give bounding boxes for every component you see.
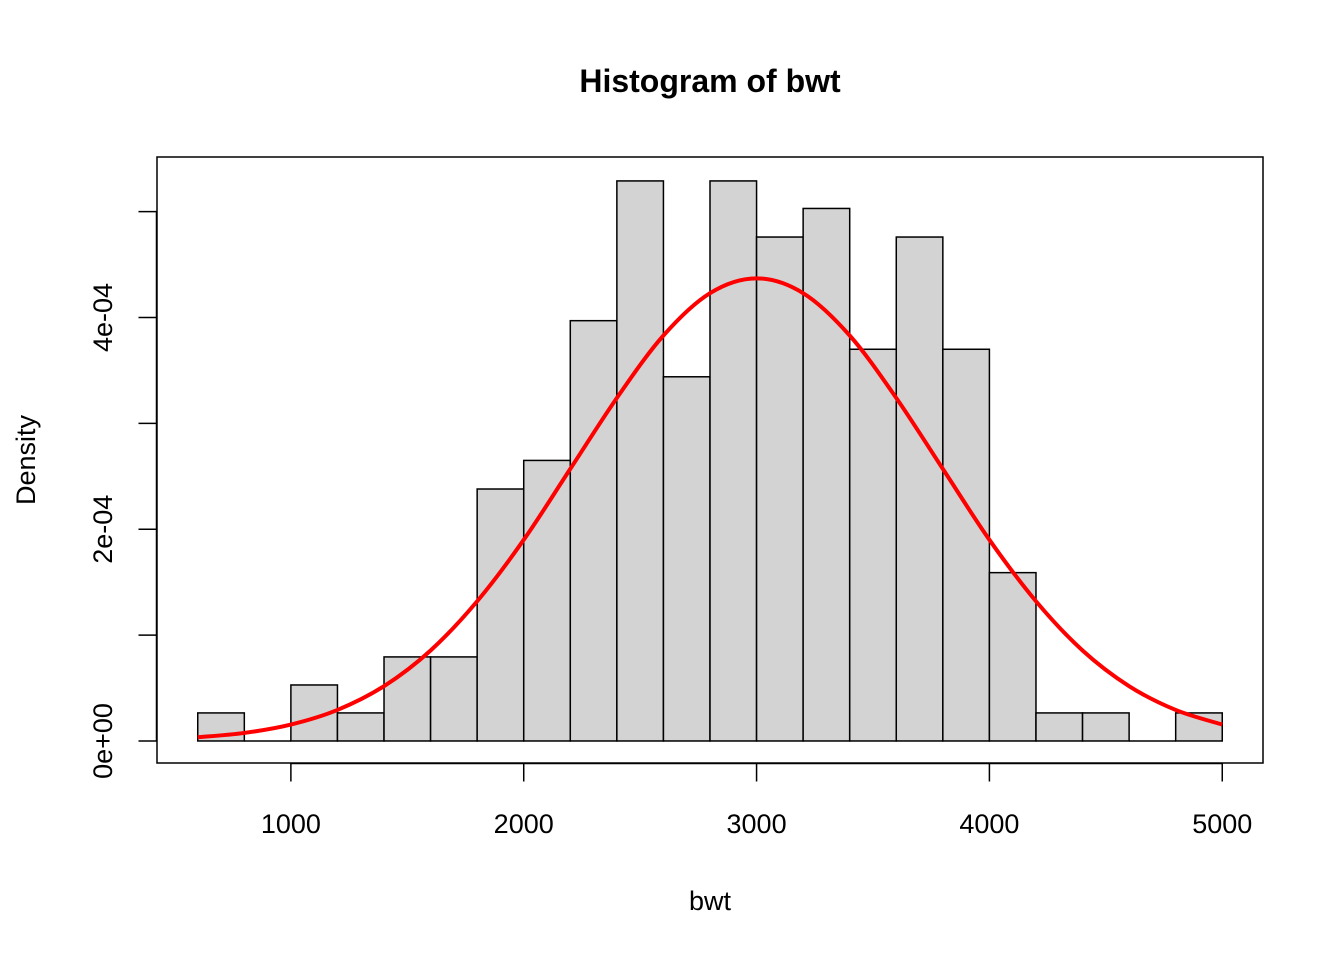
histogram-bar <box>616 180 665 742</box>
histogram-bar <box>942 348 991 742</box>
y-axis-title: Density <box>11 414 41 505</box>
histogram-bar <box>662 376 711 742</box>
histogram-bar <box>569 319 618 742</box>
y-tick-label: 2e-04 <box>88 495 118 564</box>
y-tick-label: 4e-04 <box>88 283 118 352</box>
density-curve <box>197 276 1223 740</box>
x-tick-label: 1000 <box>261 809 321 839</box>
histogram-bar <box>476 488 525 742</box>
histogram-bar <box>429 656 478 742</box>
histogram-bar <box>755 236 804 742</box>
histogram-bar <box>1035 712 1084 742</box>
histogram-bar <box>336 712 385 742</box>
histogram-bar <box>709 180 758 742</box>
x-axis: 1000 2000 3000 4000 5000 <box>261 762 1252 839</box>
histogram-bar <box>1081 712 1130 742</box>
histogram-bar <box>895 236 944 742</box>
x-tick-label: 4000 <box>959 809 1019 839</box>
density-curve-group <box>197 276 1223 740</box>
histogram-bar <box>802 207 851 742</box>
x-tick-label: 3000 <box>727 809 787 839</box>
x-tick-label: 2000 <box>494 809 554 839</box>
histogram-bar <box>383 656 432 742</box>
histogram-bar <box>988 571 1037 742</box>
x-tick-label: 5000 <box>1192 809 1252 839</box>
chart-title: Histogram of bwt <box>579 63 841 99</box>
x-axis-title: bwt <box>689 886 732 916</box>
y-axis: 0e+00 2e-04 4e-04 <box>88 210 158 779</box>
y-tick-label: 0e+00 <box>88 703 118 779</box>
bars-group <box>196 180 1224 742</box>
histogram-bar <box>848 348 898 742</box>
